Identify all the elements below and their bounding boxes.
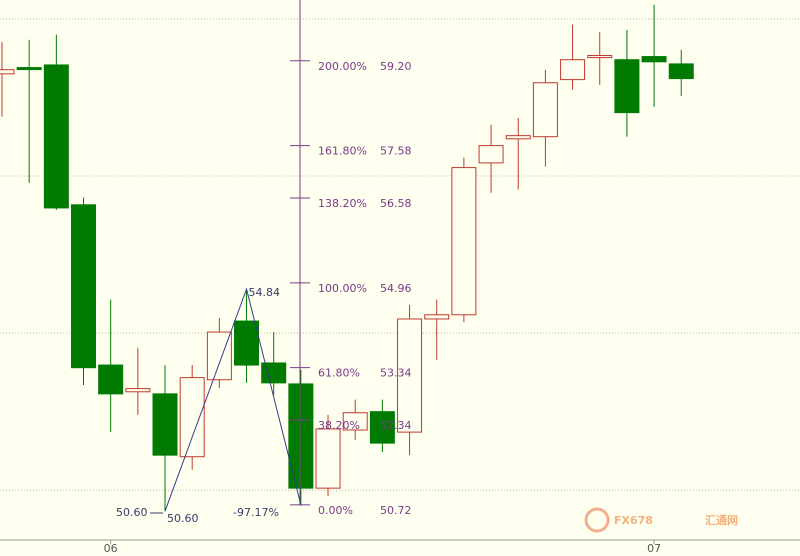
candle-body (152, 393, 178, 456)
candle-body (587, 55, 613, 59)
retracement-label: -97.17% (233, 506, 279, 519)
candle-body (641, 56, 667, 63)
zigzag-label: 54.84 (249, 286, 281, 299)
watermark-brand: FX678 (614, 514, 653, 527)
candle-body (43, 64, 69, 209)
candle-body (560, 59, 586, 81)
candle-body (505, 135, 531, 140)
candle-body (424, 314, 450, 320)
candle-body (397, 318, 423, 433)
candle-body (98, 364, 124, 395)
candle-body (451, 167, 477, 316)
candle-body (16, 67, 42, 71)
fib-price-label: 53.34 (380, 367, 412, 380)
fib-price-label: 50.72 (380, 504, 412, 517)
fib-level-label: 138.20% (318, 197, 367, 210)
fib-level-label: 0.00% (318, 504, 353, 517)
zigzag-start-label: 50.60 (116, 506, 148, 519)
fib-price-label: 59.20 (380, 60, 412, 73)
fib-price-label: 57.58 (380, 145, 412, 158)
candle-body (261, 362, 287, 384)
fib-price-label: 54.96 (380, 282, 412, 295)
x-tick-label: 07 (647, 542, 661, 555)
candle-body (342, 412, 368, 431)
fib-level-label: 38.20% (318, 419, 360, 432)
candle-body (614, 59, 640, 114)
fib-level-label: 161.80% (318, 145, 367, 158)
candle-body (478, 145, 504, 164)
candle-body (234, 320, 260, 366)
fib-level-label: 200.00% (318, 60, 367, 73)
fib-price-label: 56.58 (380, 197, 412, 210)
watermark-name: 汇通网 (705, 514, 738, 527)
candle-body (532, 82, 558, 138)
candle-body (315, 428, 341, 489)
zigzag-label: 50.60 (167, 512, 199, 525)
watermark-icon (584, 507, 610, 533)
zigzag-line (164, 287, 302, 512)
candle-body (369, 411, 395, 444)
candle-body (0, 69, 15, 75)
fib-level-label: 100.00% (318, 282, 367, 295)
candle-body (71, 204, 97, 369)
x-tick-label: 06 (104, 542, 118, 555)
candle-body (288, 383, 314, 489)
candle-body (179, 377, 205, 458)
candle-body (668, 63, 694, 80)
candle-body (125, 388, 151, 393)
fib-price-label: 52.34 (380, 419, 412, 432)
fib-level-label: 61.80% (318, 367, 360, 380)
